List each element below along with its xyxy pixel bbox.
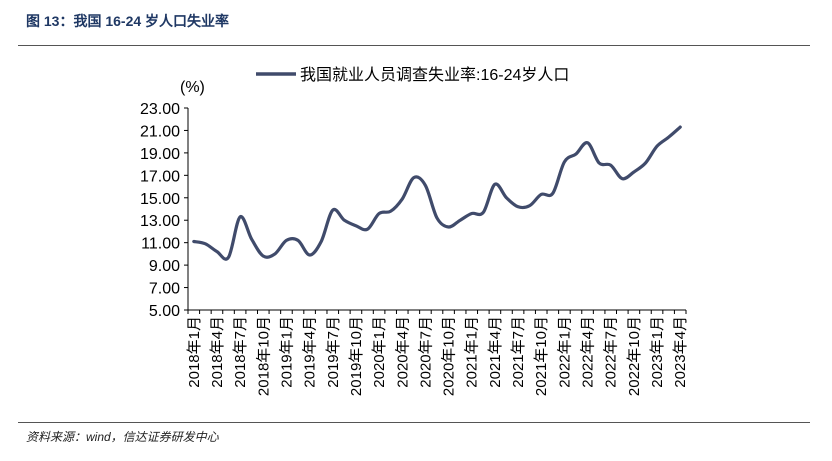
x-tick-label: 2021年1月 — [464, 316, 481, 388]
x-tick-label: 2018年1月 — [186, 316, 203, 388]
legend: 我国就业人员调查失业率:16-24岁人口 — [256, 66, 569, 84]
x-tick-label: 2020年7月 — [417, 316, 434, 388]
x-tick-label: 2023年1月 — [649, 316, 666, 388]
x-tick-label: 2019年7月 — [325, 316, 342, 388]
x-tick-label: 2021年7月 — [510, 316, 527, 388]
x-tick-label: 2021年4月 — [487, 316, 504, 388]
y-tick-label: 9.00 — [149, 258, 180, 275]
x-tick-label: 2019年10月 — [348, 316, 365, 396]
x-tick-label: 2019年1月 — [278, 316, 295, 388]
x-tick-label: 2022年1月 — [556, 316, 573, 388]
y-tick-label: 7.00 — [149, 281, 180, 298]
x-tick-label: 2018年4月 — [209, 316, 226, 388]
y-tick-label: 13.00 — [140, 213, 180, 230]
top-divider — [18, 45, 810, 46]
x-tick-label: 2020年1月 — [371, 316, 388, 388]
x-tick-label: 2022年7月 — [603, 316, 620, 388]
x-axis: 2018年1月 2018年4月 2018年7月 2018年10月 2019年1月 2019… — [186, 309, 689, 396]
y-tick-label: 21.00 — [140, 123, 180, 140]
legend-label: 我国就业人员调查失业率:16-24岁人口 — [300, 66, 569, 84]
series-line — [192, 125, 682, 261]
y-axis-unit: (%) — [180, 79, 205, 96]
y-tick-label: 11.00 — [141, 236, 180, 253]
x-tick-label: 2018年7月 — [232, 316, 249, 388]
source-note: 资料来源：wind，信达证券研发中心 — [26, 430, 219, 444]
x-tick-label: 2023年4月 — [672, 316, 689, 388]
y-tick-label: 17.00 — [140, 168, 180, 185]
y-tick-label: 19.00 — [140, 146, 180, 163]
x-tick-label: 2022年10月 — [626, 316, 643, 396]
x-tick-label: 2021年10月 — [533, 316, 550, 396]
x-tick-label: 2020年4月 — [394, 316, 411, 388]
y-tick-label: 5.00 — [149, 303, 180, 320]
x-tick-label: 2019年4月 — [302, 316, 319, 388]
x-tick-label: 2020年10月 — [441, 316, 458, 396]
figure-title: 图 13：我国 16-24 岁人口失业率 — [26, 13, 230, 29]
y-axis: 5.00 7.00 9.00 11.00 13.00 15.00 17.00 19.00 21.… — [140, 101, 189, 320]
y-tick-label: 23.00 — [140, 101, 180, 118]
y-tick-label: 15.00 — [140, 191, 180, 208]
bottom-divider — [18, 422, 810, 423]
x-tick-label: 2018年10月 — [255, 316, 272, 396]
x-tick-label: 2022年4月 — [580, 316, 597, 388]
